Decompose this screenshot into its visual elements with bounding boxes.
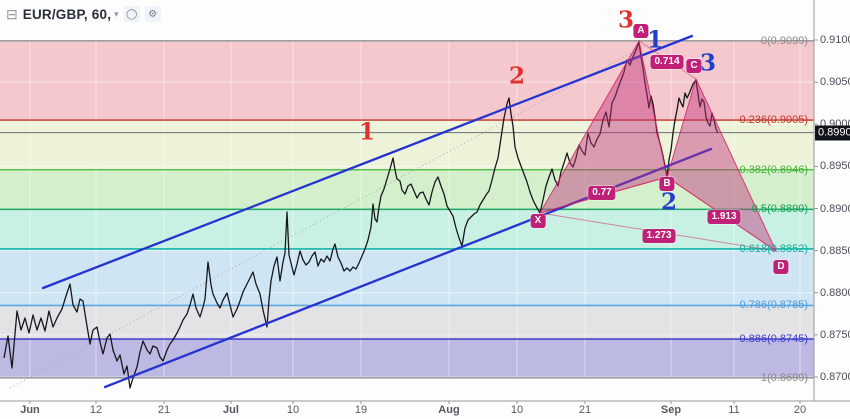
- pattern-badge-1.913[interactable]: 1.913: [707, 210, 741, 224]
- fib-band-0.5: [0, 209, 814, 249]
- settings-icon[interactable]: ⚙: [144, 6, 161, 22]
- chart-legend: ⊟ EUR/GBP, 60, ▾ ◯ ⚙: [6, 6, 161, 22]
- pattern-badge-b[interactable]: B: [659, 177, 675, 191]
- fib-band-0.786: [0, 305, 814, 340]
- price-series: [3, 41, 719, 389]
- collapse-pane-icon[interactable]: ⊟: [6, 6, 18, 22]
- upper-channel-line[interactable]: [41, 34, 694, 290]
- chevron-down-icon[interactable]: ▾: [114, 8, 119, 19]
- dotted-trendline[interactable]: [9, 41, 653, 389]
- fib-band-0: [0, 40, 814, 121]
- pattern-badge-0.714[interactable]: 0.714: [650, 55, 684, 69]
- fib-band-0.618: [0, 248, 814, 306]
- fib-band-0.886: [0, 339, 814, 378]
- pattern-badge-a[interactable]: A: [633, 24, 649, 38]
- visibility-icon[interactable]: ◯: [123, 6, 140, 22]
- pattern-badge-c[interactable]: C: [686, 59, 702, 73]
- symbol-title[interactable]: EUR/GBP, 60,: [22, 6, 112, 22]
- pattern-badge-1.273[interactable]: 1.273: [642, 229, 676, 243]
- pattern-badge-d[interactable]: D: [773, 260, 789, 274]
- pattern-badge-x[interactable]: X: [530, 214, 546, 228]
- pattern-badge-0.77[interactable]: 0.77: [588, 186, 616, 200]
